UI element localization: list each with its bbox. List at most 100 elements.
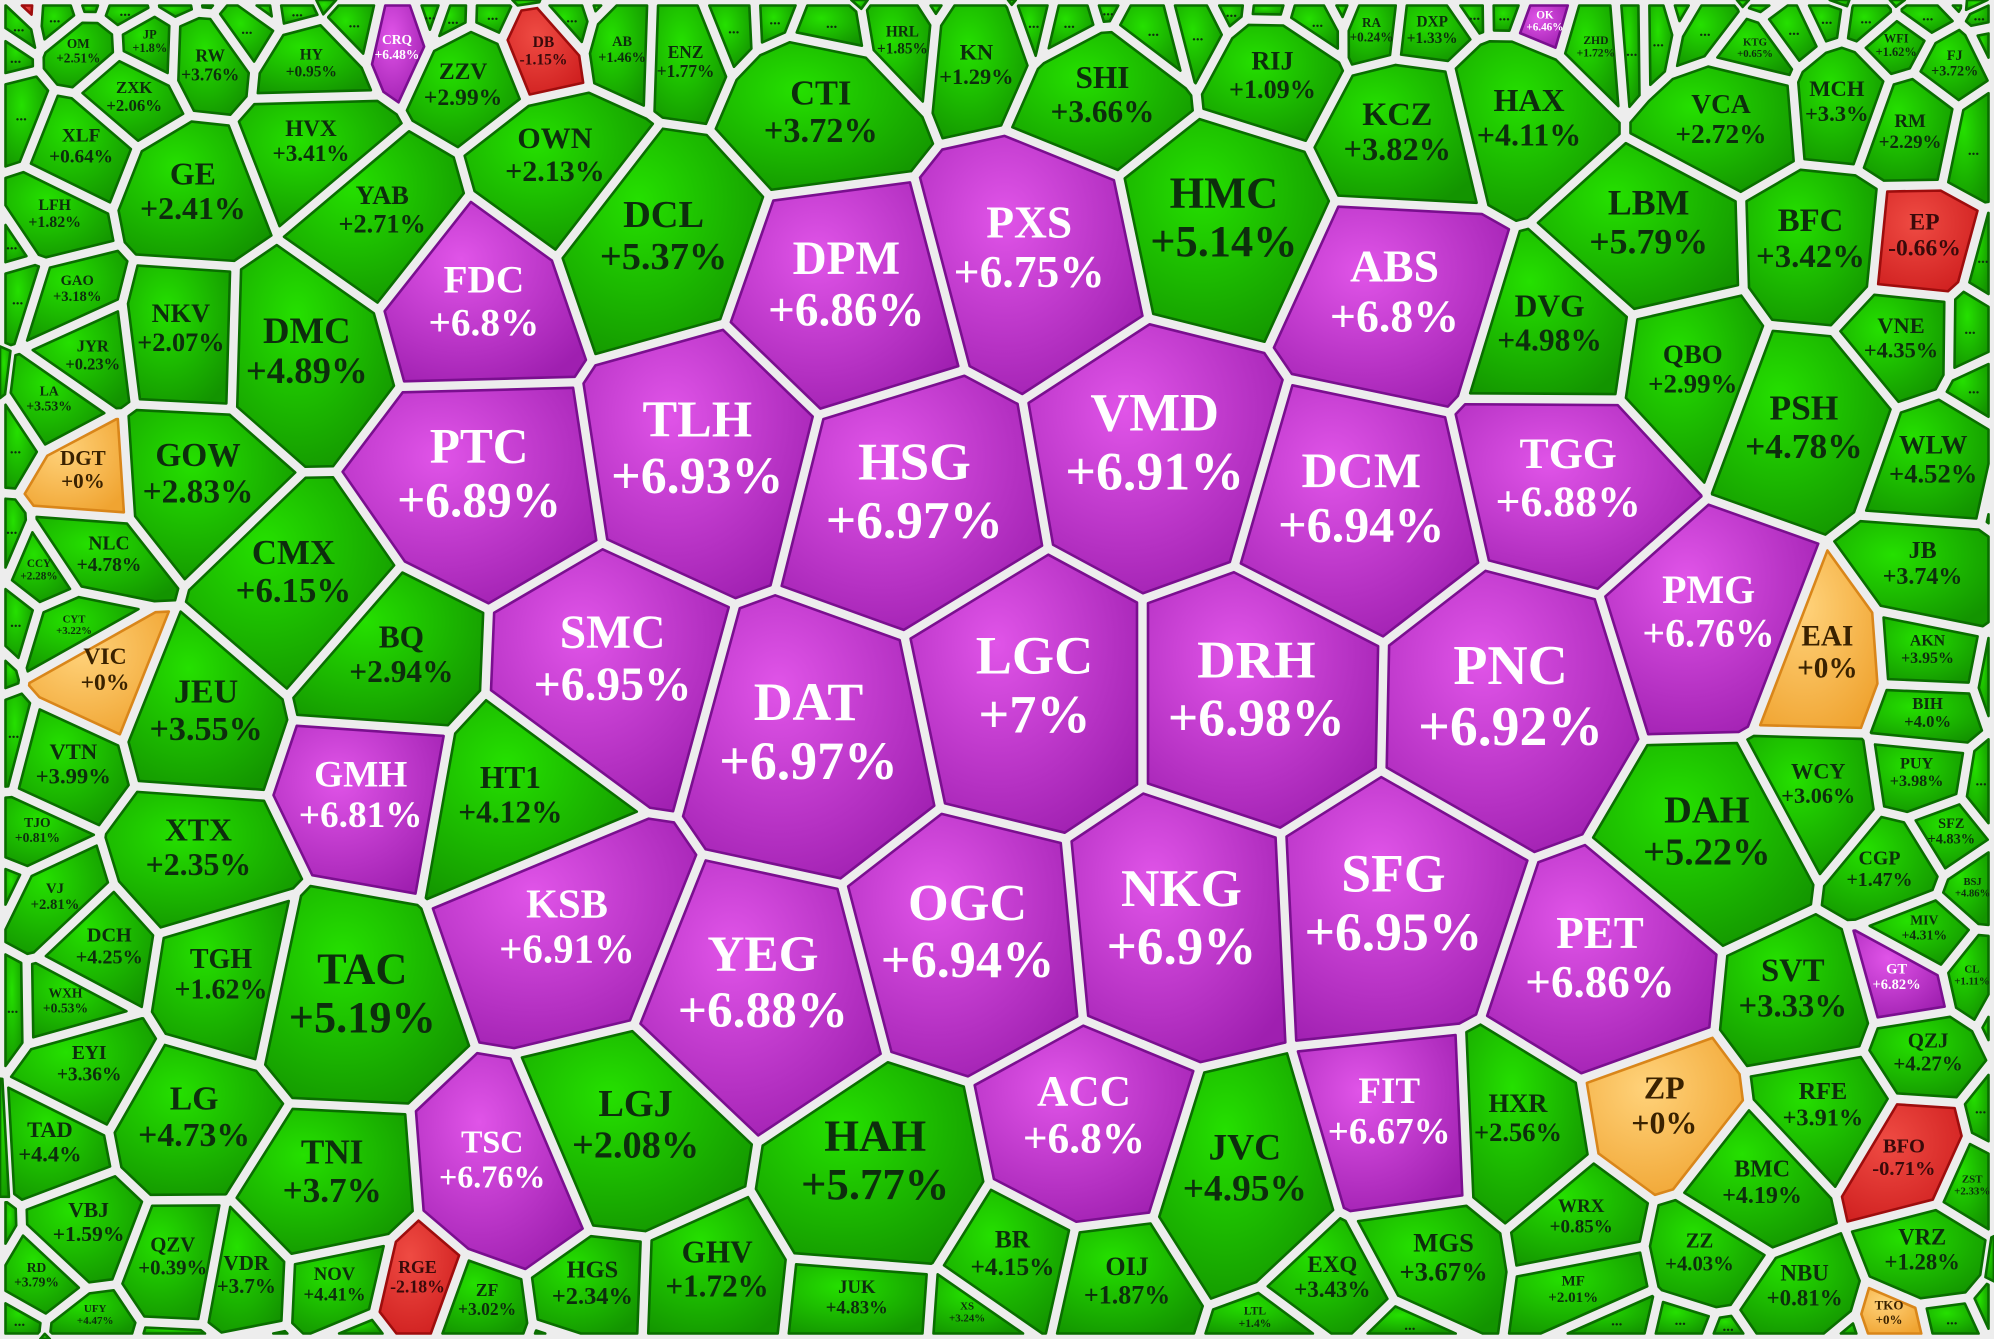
- svg-text:+4.83%: +4.83%: [1928, 832, 1975, 848]
- svg-text:DCH: DCH: [87, 924, 132, 946]
- svg-text:...: ...: [1102, 3, 1114, 19]
- svg-text:ZZV: ZZV: [439, 59, 488, 85]
- svg-text:-0.66%: -0.66%: [1888, 235, 1961, 261]
- svg-text:...: ...: [566, 11, 578, 27]
- svg-text:JYR: JYR: [77, 337, 110, 356]
- svg-text:KTG: KTG: [1743, 36, 1768, 48]
- svg-text:MIV: MIV: [1910, 913, 1938, 928]
- svg-text:XTX: XTX: [165, 813, 232, 848]
- svg-text:...: ...: [1653, 35, 1665, 51]
- svg-text:EXQ: EXQ: [1307, 1252, 1357, 1277]
- svg-text:GAO: GAO: [61, 273, 94, 289]
- svg-text:+0.81%: +0.81%: [15, 830, 60, 845]
- svg-text:+0.81%: +0.81%: [1767, 1285, 1843, 1310]
- svg-text:+5.22%: +5.22%: [1643, 831, 1770, 873]
- svg-text:+1.62%: +1.62%: [1876, 45, 1917, 59]
- svg-text:...: ...: [7, 1001, 19, 1017]
- svg-text:+6.8%: +6.8%: [428, 301, 539, 345]
- svg-text:PTC: PTC: [430, 419, 529, 474]
- svg-text:DGT: DGT: [60, 446, 106, 470]
- svg-text:CGP: CGP: [1859, 847, 1901, 869]
- svg-text:+3.41%: +3.41%: [273, 141, 350, 167]
- svg-text:...: ...: [10, 442, 22, 458]
- svg-text:+3.95%: +3.95%: [1901, 650, 1954, 667]
- svg-text:WCY: WCY: [1791, 759, 1846, 784]
- svg-text:+5.37%: +5.37%: [600, 236, 727, 278]
- svg-text:TKO: TKO: [1875, 1298, 1904, 1313]
- svg-text:HAX: HAX: [1493, 82, 1564, 118]
- svg-text:HY: HY: [300, 47, 323, 64]
- svg-text:...: ...: [769, 12, 781, 28]
- svg-text:...: ...: [1788, 23, 1800, 39]
- svg-text:-1.15%: -1.15%: [519, 51, 567, 68]
- svg-text:BR: BR: [995, 1226, 1031, 1254]
- svg-text:+6.67%: +6.67%: [1328, 1111, 1451, 1152]
- svg-text:+6.92%: +6.92%: [1418, 696, 1603, 758]
- svg-text:GHV: GHV: [682, 1235, 754, 1270]
- svg-text:+1.8%: +1.8%: [132, 41, 167, 55]
- svg-text:VRZ: VRZ: [1898, 1225, 1946, 1250]
- svg-text:WXH: WXH: [49, 986, 83, 1001]
- svg-text:...: ...: [349, 16, 361, 32]
- svg-text:+3.53%: +3.53%: [26, 399, 72, 414]
- svg-text:NLC: NLC: [88, 534, 129, 555]
- svg-text:...: ...: [6, 522, 18, 538]
- svg-text:+1.46%: +1.46%: [598, 50, 646, 66]
- svg-text:HMC: HMC: [1170, 167, 1278, 217]
- svg-text:VDR: VDR: [224, 1251, 270, 1275]
- svg-text:+4.12%: +4.12%: [458, 794, 562, 829]
- svg-text:+4.73%: +4.73%: [138, 1117, 250, 1154]
- svg-text:+2.07%: +2.07%: [137, 328, 224, 357]
- svg-text:PXS: PXS: [986, 196, 1072, 247]
- svg-text:+2.01%: +2.01%: [1548, 1290, 1598, 1306]
- svg-text:...: ...: [1611, 1314, 1623, 1330]
- svg-text:+2.35%: +2.35%: [146, 847, 252, 882]
- svg-text:DCL: DCL: [623, 194, 704, 236]
- svg-text:RGE: RGE: [398, 1257, 437, 1277]
- svg-text:+3.42%: +3.42%: [1756, 239, 1865, 275]
- svg-text:LFH: LFH: [38, 197, 71, 214]
- svg-text:+2.41%: +2.41%: [140, 191, 246, 226]
- svg-text:...: ...: [1675, 1313, 1687, 1329]
- svg-text:EAI: EAI: [1801, 621, 1853, 653]
- svg-text:+6.8%: +6.8%: [1330, 291, 1459, 342]
- svg-text:QZV: QZV: [150, 1234, 195, 1257]
- svg-text:TNI: TNI: [301, 1132, 364, 1171]
- svg-text:TJO: TJO: [24, 815, 50, 830]
- svg-text:+7%: +7%: [978, 685, 1090, 745]
- svg-text:YAB: YAB: [356, 181, 409, 210]
- svg-text:DAT: DAT: [754, 672, 864, 732]
- svg-text:+0.85%: +0.85%: [1550, 1217, 1613, 1238]
- svg-text:+6.76%: +6.76%: [439, 1158, 546, 1194]
- svg-text:JB: JB: [1909, 538, 1937, 564]
- svg-text:+1.59%: +1.59%: [53, 1222, 125, 1246]
- svg-text:+0.24%: +0.24%: [1350, 30, 1394, 45]
- svg-text:+3.72%: +3.72%: [1931, 63, 1978, 79]
- svg-text:+4.27%: +4.27%: [1893, 1052, 1962, 1076]
- svg-text:+4.78%: +4.78%: [1745, 426, 1863, 466]
- svg-text:+6.97%: +6.97%: [719, 731, 898, 791]
- svg-text:+1.29%: +1.29%: [939, 64, 1013, 89]
- svg-text:...: ...: [447, 12, 459, 28]
- svg-text:DB: DB: [533, 34, 555, 51]
- svg-text:+3.02%: +3.02%: [458, 1299, 516, 1319]
- svg-text:PET: PET: [1556, 908, 1644, 958]
- svg-text:-2.18%: -2.18%: [390, 1277, 445, 1297]
- svg-text:...: ...: [1946, 1312, 1958, 1328]
- svg-text:+4.52%: +4.52%: [1889, 458, 1977, 488]
- svg-text:...: ...: [14, 1314, 26, 1330]
- svg-text:+4.47%: +4.47%: [77, 1315, 114, 1327]
- svg-text:+6.46%: +6.46%: [1526, 22, 1563, 34]
- svg-text:OWN: OWN: [517, 122, 592, 155]
- svg-text:...: ...: [1469, 8, 1481, 24]
- svg-text:+1.85%: +1.85%: [877, 40, 928, 57]
- svg-text:+2.99%: +2.99%: [1648, 368, 1737, 398]
- svg-text:SHI: SHI: [1076, 60, 1130, 95]
- svg-text:JUK: JUK: [838, 1277, 876, 1298]
- svg-text:+3.18%: +3.18%: [53, 289, 101, 305]
- svg-text:+0%: +0%: [81, 670, 130, 696]
- svg-text:+0.23%: +0.23%: [65, 355, 120, 374]
- svg-text:+1.87%: +1.87%: [1084, 1281, 1170, 1310]
- svg-text:PNC: PNC: [1453, 635, 1567, 697]
- svg-text:+0%: +0%: [61, 469, 105, 493]
